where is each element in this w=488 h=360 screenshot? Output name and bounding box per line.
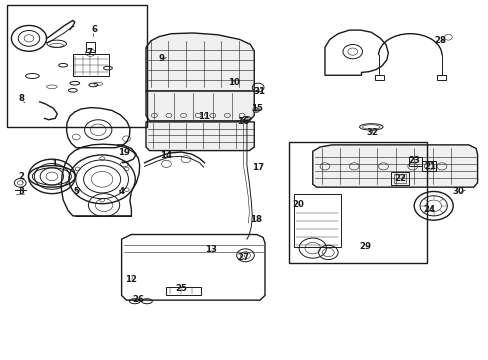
Text: 5: 5 [73,187,79,196]
Bar [374,75,383,80]
Bar [73,54,109,76]
Text: 12: 12 [125,275,137,284]
Text: 31: 31 [253,86,264,95]
Polygon shape [312,145,477,187]
Bar [390,172,408,185]
Text: 7: 7 [86,48,92,57]
Bar [289,142,426,263]
Bar [86,41,95,51]
Circle shape [252,108,259,113]
Text: 20: 20 [292,200,304,209]
Text: 30: 30 [451,187,463,196]
Text: 32: 32 [366,128,378,137]
Bar [294,194,340,247]
Text: 4: 4 [118,187,124,196]
Text: 23: 23 [407,156,419,165]
Bar [166,287,200,295]
Bar [422,161,435,171]
Text: 10: 10 [227,78,239,87]
Polygon shape [146,122,254,150]
Text: 18: 18 [250,215,262,224]
Text: 22: 22 [394,174,406,183]
Text: 29: 29 [359,242,371,251]
Text: 6: 6 [91,25,97,34]
Text: 9: 9 [158,54,164,63]
Text: 26: 26 [132,294,144,303]
Bar [436,75,445,80]
Text: 17: 17 [252,163,264,172]
Text: 21: 21 [424,162,436,171]
Bar [408,157,421,166]
Text: 2: 2 [18,172,24,181]
Text: 16: 16 [237,117,249,126]
Polygon shape [146,91,254,121]
Text: 15: 15 [251,104,263,113]
Polygon shape [146,33,254,91]
Text: 13: 13 [205,246,217,255]
Text: 19: 19 [117,148,129,157]
Text: 14: 14 [160,151,172,160]
Text: 1: 1 [51,159,57,168]
Text: 27: 27 [237,253,249,262]
Text: 24: 24 [423,205,435,214]
Bar [6,5,147,127]
Text: 11: 11 [198,112,210,121]
Text: 3: 3 [18,187,24,196]
Text: 8: 8 [18,94,24,103]
Bar [393,174,406,183]
Text: 28: 28 [434,36,446,45]
Text: 25: 25 [175,284,187,293]
